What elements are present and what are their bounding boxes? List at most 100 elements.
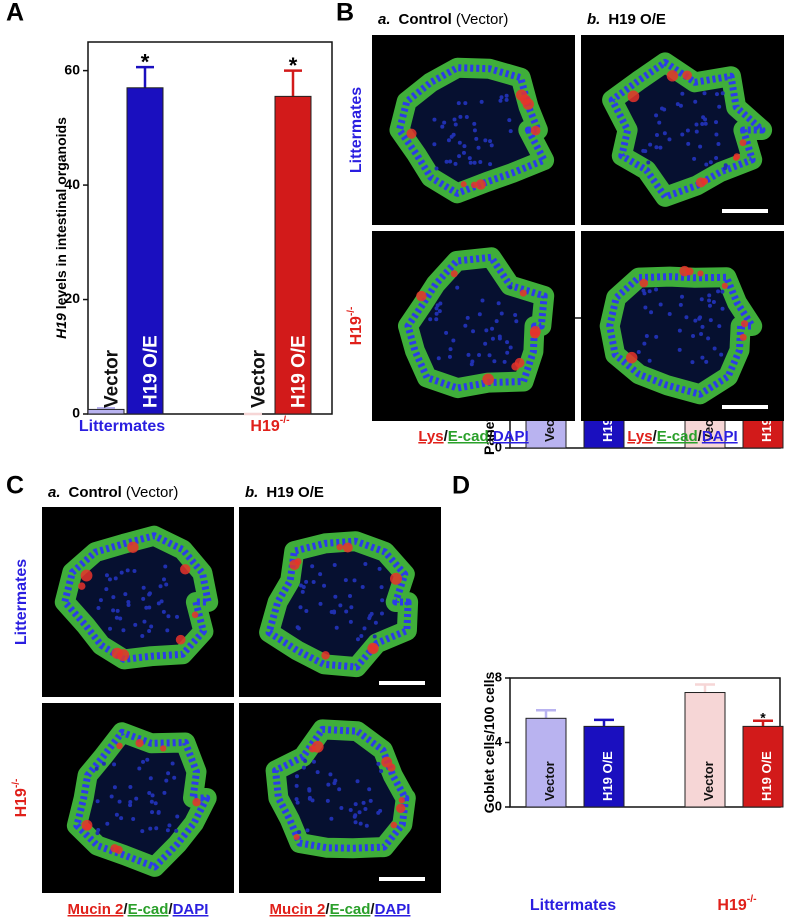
stain-part: /	[698, 428, 703, 445]
nucleus	[318, 601, 323, 606]
bar-label: H19 O/E	[759, 751, 774, 801]
nucleus	[444, 330, 449, 335]
nucleus	[667, 311, 672, 316]
nucleus	[322, 583, 327, 588]
nucleus	[119, 570, 124, 575]
group-label-text: H19	[250, 418, 279, 435]
nucleus	[165, 628, 170, 633]
column-note: (Vector)	[456, 11, 509, 28]
nucleus	[363, 561, 368, 566]
nucleus	[474, 136, 479, 141]
nucleus	[128, 785, 133, 790]
nucleus	[156, 601, 161, 606]
nucleus	[307, 788, 312, 793]
nucleus	[348, 808, 353, 813]
nucleus	[704, 359, 709, 364]
significance-mark: *	[141, 50, 150, 75]
nucleus	[714, 132, 719, 137]
bar-label: Vector	[102, 349, 123, 408]
nucleus	[642, 291, 647, 296]
nucleus	[712, 346, 717, 351]
nucleus	[128, 803, 133, 808]
y-axis-label: H19 levels in intestinal organoids	[53, 117, 69, 339]
nucleus	[492, 359, 497, 364]
nucleus	[349, 605, 354, 610]
stained-cell	[732, 154, 740, 161]
nucleus	[325, 798, 330, 803]
nucleus	[508, 345, 513, 350]
nucleus	[310, 798, 315, 803]
stain-part: Lys	[418, 428, 443, 445]
stained-cell	[336, 543, 344, 551]
nucleus	[457, 140, 462, 145]
y-tick-label: 0	[495, 439, 502, 454]
stained-cell	[514, 357, 525, 368]
stain-part: DAPI	[375, 901, 411, 918]
nucleus	[467, 156, 472, 161]
nucleus	[132, 568, 137, 573]
nucleus	[297, 830, 302, 835]
nucleus	[647, 289, 652, 294]
nucleus	[344, 609, 349, 614]
nucleus	[133, 622, 138, 627]
nucleus	[428, 317, 433, 322]
stained-cell	[111, 647, 123, 659]
nucleus	[164, 582, 169, 587]
nucleus	[698, 315, 703, 320]
nucleus	[490, 326, 495, 331]
nucleus	[471, 329, 476, 334]
nucleus	[98, 598, 103, 603]
nucleus	[434, 317, 439, 322]
nucleus	[348, 619, 353, 624]
nucleus	[658, 302, 663, 307]
stained-cell	[739, 139, 747, 147]
nucleus	[437, 309, 442, 314]
nucleus	[466, 352, 471, 357]
significance-mark: *	[760, 709, 766, 725]
nucleus	[101, 761, 106, 766]
stained-cell	[697, 270, 704, 277]
nucleus	[367, 616, 372, 621]
nucleus	[95, 831, 100, 836]
stained-cell	[116, 742, 123, 750]
nucleus	[700, 355, 705, 360]
nucleus	[456, 101, 461, 106]
nucleus	[343, 578, 348, 583]
group-label-text: Littermates	[79, 418, 165, 435]
nucleus	[472, 121, 477, 126]
nucleus	[174, 828, 179, 833]
nucleus	[699, 332, 704, 337]
nucleus	[332, 562, 337, 567]
nucleus	[654, 287, 659, 292]
y-tick-label: 40	[64, 176, 80, 192]
group-label-sup: -/-	[747, 894, 757, 905]
nucleus	[150, 810, 155, 815]
stained-cell	[342, 542, 353, 553]
panel-letter: A	[6, 0, 24, 27]
nucleus	[694, 129, 699, 134]
nucleus	[720, 306, 725, 311]
stain-part: DAPI	[173, 901, 209, 918]
nucleus	[166, 614, 171, 619]
nucleus	[163, 564, 168, 569]
nucleus	[158, 584, 163, 589]
nucleus	[505, 340, 510, 345]
nucleus	[654, 132, 659, 137]
nucleus	[435, 303, 440, 308]
stained-cell	[369, 644, 378, 653]
nucleus	[716, 289, 721, 294]
nucleus	[119, 816, 124, 821]
nucleus	[361, 800, 366, 805]
column-title: H19 O/E	[266, 484, 324, 501]
column-header: b. H19 O/E	[245, 484, 324, 501]
stained-cell	[192, 798, 201, 807]
nucleus	[449, 134, 454, 139]
stained-cell	[191, 611, 199, 619]
nucleus	[700, 122, 705, 127]
nucleus	[333, 594, 338, 599]
nucleus	[360, 585, 365, 590]
nucleus	[690, 360, 695, 365]
nucleus	[326, 782, 331, 787]
nucleus	[112, 762, 117, 767]
nucleus	[484, 328, 489, 333]
